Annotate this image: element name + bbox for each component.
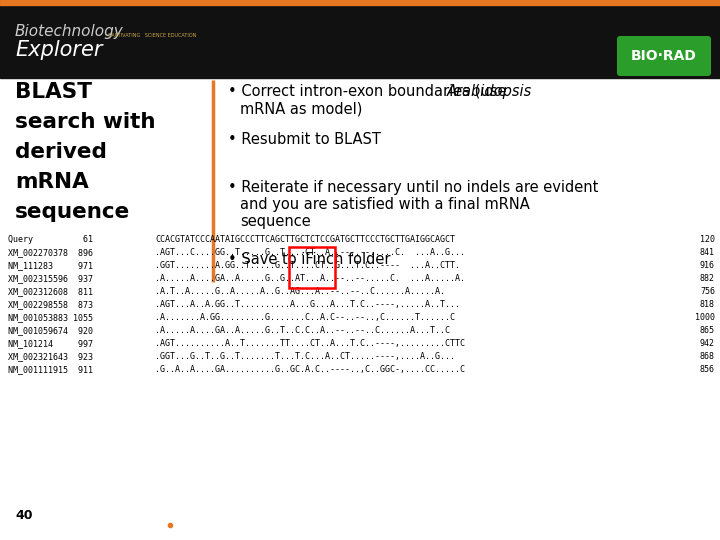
Text: .GGT...G..T..G..T.......T...T.C...A..CT.....----,....A..G...: .GGT...G..T..G..T.......T...T.C...A..CT.… <box>155 352 455 361</box>
Text: NM_111283     971: NM_111283 971 <box>8 261 93 270</box>
Text: Biotechnology: Biotechnology <box>15 24 124 39</box>
Text: sequence: sequence <box>15 202 130 222</box>
Text: search with: search with <box>15 112 156 132</box>
Text: and you are satisfied with a final mRNA: and you are satisfied with a final mRNA <box>240 197 530 212</box>
Text: 882: 882 <box>700 274 715 283</box>
Text: mRNA as model): mRNA as model) <box>240 101 362 116</box>
Text: NM_001111915  911: NM_001111915 911 <box>8 365 93 374</box>
Text: BIO·RAD: BIO·RAD <box>631 49 697 63</box>
Text: NM_101214     997: NM_101214 997 <box>8 339 93 348</box>
Bar <box>289 247 335 288</box>
Text: mRNA: mRNA <box>15 172 89 192</box>
Text: BLAST: BLAST <box>15 82 92 102</box>
Text: • Resubmit to BLAST: • Resubmit to BLAST <box>228 132 381 147</box>
Text: .A.......A.GG.........G.......C..A.C--..--..,C......T......C: .A.......A.GG.........G.......C..A.C--..… <box>155 313 455 322</box>
Text: derived: derived <box>15 142 107 162</box>
Text: CAPTIVATING   SCIENCE EDUCATION: CAPTIVATING SCIENCE EDUCATION <box>108 33 197 38</box>
Text: 865: 865 <box>700 326 715 335</box>
Text: .AGT..........A..T.......TT....CT..A...T.C..----,.........CTTC: .AGT..........A..T.......TT....CT..A...T… <box>155 339 465 348</box>
Text: • Save to iFinch folder: • Save to iFinch folder <box>228 252 390 267</box>
Text: 1000: 1000 <box>695 313 715 322</box>
Text: 120: 120 <box>700 235 715 244</box>
Text: • Correct intron-exon boundaries (use: • Correct intron-exon boundaries (use <box>228 84 511 99</box>
Text: .A.....A....GA..A.....G..G..AT...A..--..--.....C.  ...A.....A.: .A.....A....GA..A.....G..G..AT...A..--..… <box>155 274 465 283</box>
Text: NM_001053883 1055: NM_001053883 1055 <box>8 313 93 322</box>
FancyBboxPatch shape <box>617 36 711 76</box>
Text: XM_002312608  811: XM_002312608 811 <box>8 287 93 296</box>
Text: sequence: sequence <box>240 214 311 229</box>
Text: XM_002270378  896: XM_002270378 896 <box>8 248 93 257</box>
Text: 868: 868 <box>700 352 715 361</box>
Text: 916: 916 <box>700 261 715 270</box>
Text: .AGT...A..A.GG..T..........A...G...A...T.C..----,.....A..T...: .AGT...A..A.GG..T..........A...G...A...T… <box>155 300 460 309</box>
Text: CCACGTATCCCAATAIGCCCTTCAGCTTGCTCTCCGATGCTTCCCTGCTTGAIGGCAGCT: CCACGTATCCCAATAIGCCCTTCAGCTTGCTCTCCGATGC… <box>155 235 455 244</box>
Text: .G..A..A....GA..........G..GC.A.C..----..,C..GGC-,....CC.....C: .G..A..A....GA..........G..GC.A.C..----.… <box>155 365 465 374</box>
Bar <box>0 0 720 78</box>
Text: .A.T..A.....G..A.....A..G..AG...A..--..--..C......A.....A.: .A.T..A.....G..A.....A..G..AG...A..--..-… <box>155 287 445 296</box>
Text: 818: 818 <box>700 300 715 309</box>
Text: Explorer: Explorer <box>15 40 102 60</box>
Text: 756: 756 <box>700 287 715 296</box>
Text: NM_001059674  920: NM_001059674 920 <box>8 326 93 335</box>
Text: XM_002315596  937: XM_002315596 937 <box>8 274 93 283</box>
Text: 40: 40 <box>15 509 32 522</box>
Text: 856: 856 <box>700 365 715 374</box>
Text: XM_002321643  923: XM_002321643 923 <box>8 352 93 361</box>
Text: .AGT...C....GG..T.....G..T....CT..A..--..--.....C.  ...A..G...: .AGT...C....GG..T.....G..T....CT..A..--.… <box>155 248 465 257</box>
Text: Query          61: Query 61 <box>8 235 93 244</box>
Text: • Reiterate if necessary until no indels are evident: • Reiterate if necessary until no indels… <box>228 180 598 195</box>
Bar <box>0 0 720 5</box>
Text: XM_002298558  873: XM_002298558 873 <box>8 300 93 309</box>
Text: 841: 841 <box>700 248 715 257</box>
Text: Arabidopsis: Arabidopsis <box>446 84 532 99</box>
Text: .GGT........A.GG..T.....G..T....CT..G...T.C..----  ...A..CTT.: .GGT........A.GG..T.....G..T....CT..G...… <box>155 261 460 270</box>
Text: 942: 942 <box>700 339 715 348</box>
Text: .A.....A....GA..A.....G..T..C.C..A..--..--..C......A...T..C: .A.....A....GA..A.....G..T..C.C..A..--..… <box>155 326 450 335</box>
